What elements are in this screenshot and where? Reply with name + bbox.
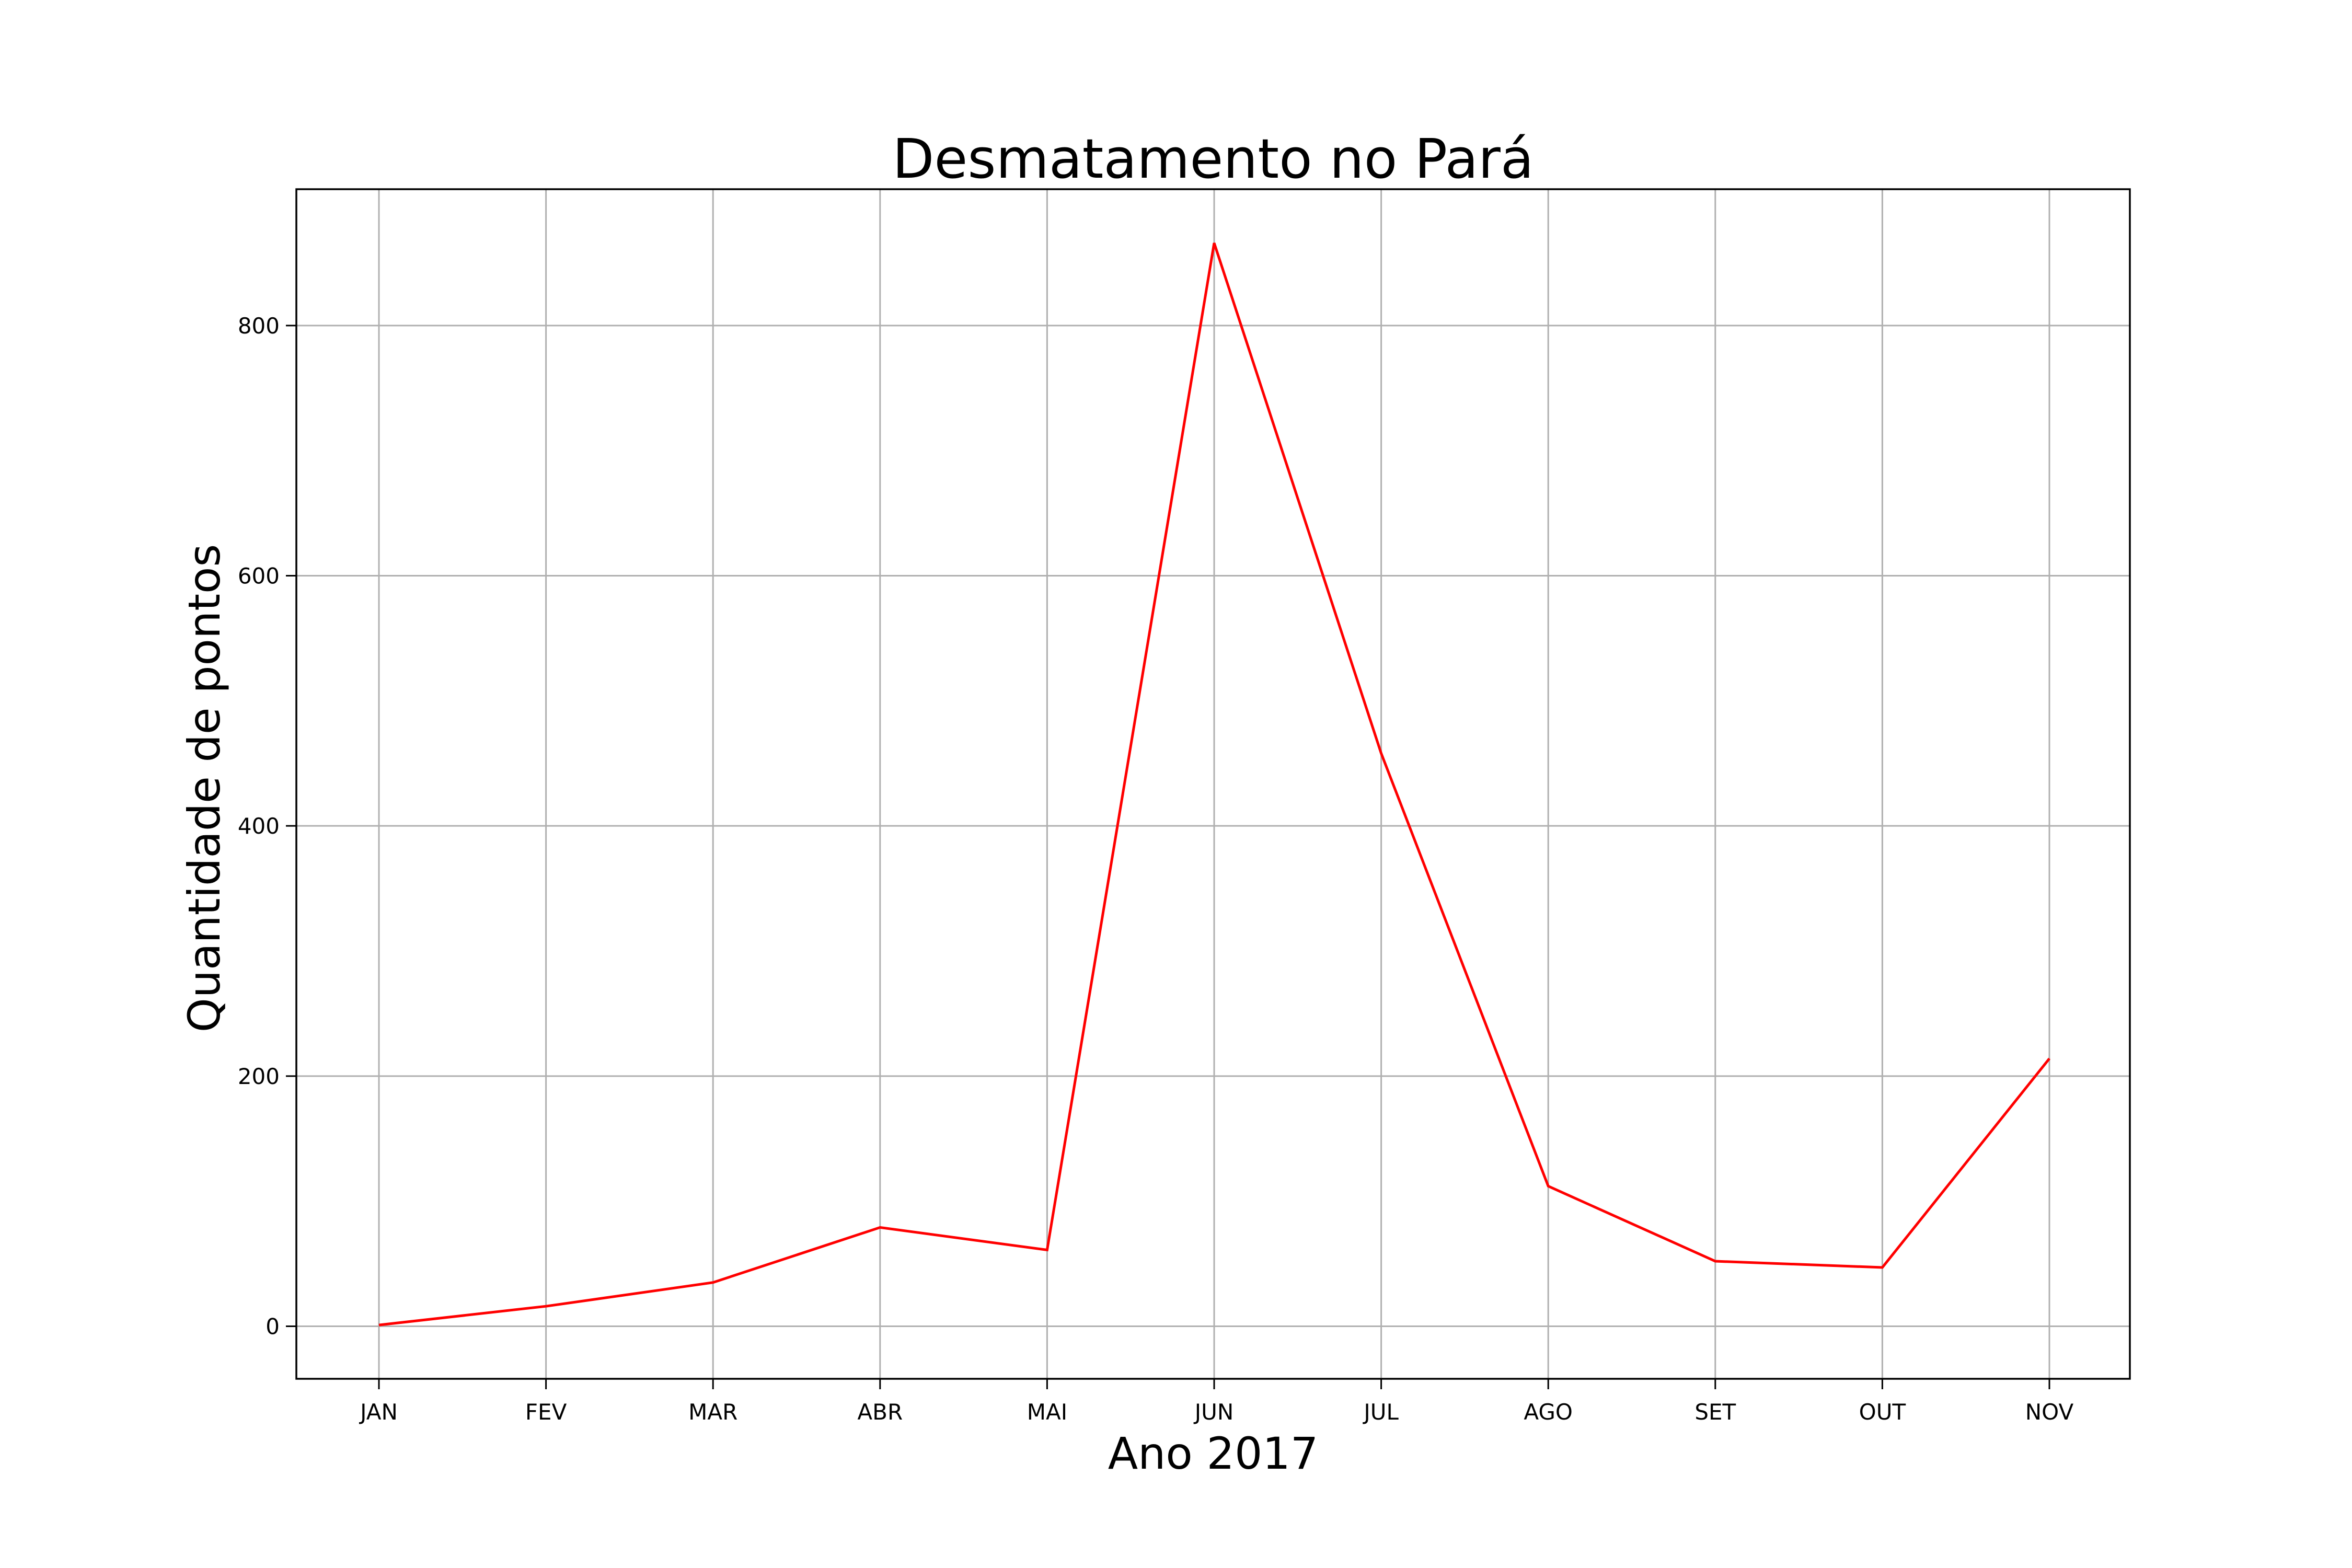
y-tick-label: 200: [238, 1064, 280, 1089]
x-tick-label: OUT: [1859, 1399, 1906, 1425]
x-tick-label: SET: [1694, 1399, 1736, 1425]
x-tick-label: JUL: [1362, 1399, 1399, 1425]
series-lines: [378, 243, 2050, 1327]
x-tick-label: FEV: [525, 1399, 567, 1425]
x-tick-label: JAN: [359, 1399, 398, 1425]
y-tick-label: 0: [266, 1313, 280, 1339]
y-axis-label: Quantidade de pontos: [179, 544, 230, 1033]
axis-ticks: JAN FEV MAR ABR MAI JUN JUL AGO SET OUT NOV 0 200 400…: [238, 313, 2074, 1425]
plot-frame: [295, 188, 2131, 1380]
y-tick-label: 400: [238, 813, 280, 839]
series-line: [378, 243, 2050, 1327]
x-tick-label: NOV: [2025, 1399, 2074, 1425]
x-tick-label: AGO: [1524, 1399, 1573, 1425]
x-tick-label: ABR: [857, 1399, 903, 1425]
y-tick-label: 800: [238, 313, 280, 339]
x-tick-label: MAI: [1027, 1399, 1067, 1425]
y-tick-label: 600: [238, 563, 280, 589]
x-tick-label: MAR: [688, 1399, 737, 1425]
chart-title: Desmatamento no Pará: [892, 127, 1534, 191]
x-tick-label: JUN: [1193, 1399, 1234, 1425]
x-axis-label: Ano 2017: [1108, 1428, 1319, 1479]
grid: [296, 189, 2130, 1379]
